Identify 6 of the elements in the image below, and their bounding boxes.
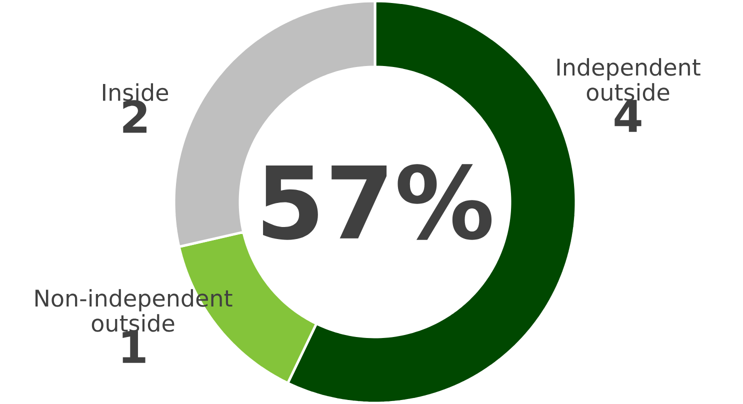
slice-label: Independent outside: [557, 58, 700, 101]
data-label: 4: [614, 100, 642, 132]
data-label: 1: [122, 330, 146, 363]
text: 57%: [263, 164, 492, 240]
slice-label: Inside: [103, 83, 168, 102]
data-label: 2: [123, 100, 146, 133]
